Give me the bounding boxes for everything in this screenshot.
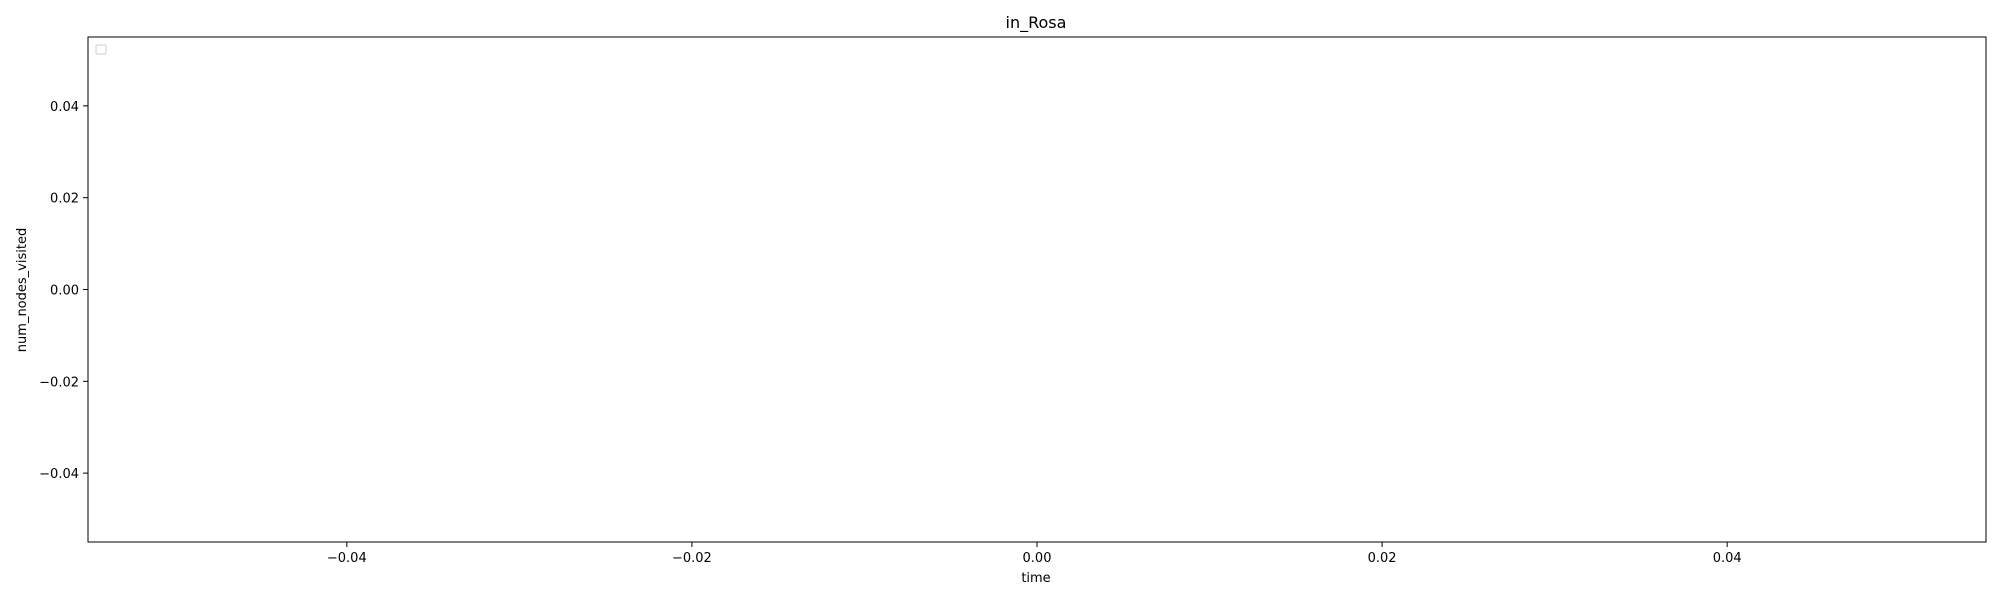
plot-area (87, 36, 1987, 543)
y-tick-label: 0.04 (50, 100, 79, 115)
legend-box (95, 44, 107, 55)
x-tick-label: 0.00 (1023, 551, 1052, 566)
x-tick-label: −0.04 (327, 551, 367, 566)
y-tick-label: −0.04 (39, 467, 79, 482)
y-tick-label: −0.02 (39, 375, 79, 390)
x-tick-label: 0.04 (1713, 551, 1742, 566)
x-axis-ticks: −0.04 −0.02 0.00 0.02 0.04 (327, 542, 1742, 566)
x-axis-label: time (1021, 571, 1050, 586)
x-tick-label: 0.02 (1368, 551, 1397, 566)
y-axis-label: num_nodes_visited (15, 228, 30, 352)
x-tick-label: −0.02 (672, 551, 712, 566)
y-tick-label: 0.00 (50, 284, 79, 299)
chart-title: in_Rosa (1006, 13, 1067, 33)
y-tick-label: 0.02 (50, 192, 79, 207)
y-axis-ticks: −0.04 −0.02 0.00 0.02 0.04 (39, 100, 88, 482)
